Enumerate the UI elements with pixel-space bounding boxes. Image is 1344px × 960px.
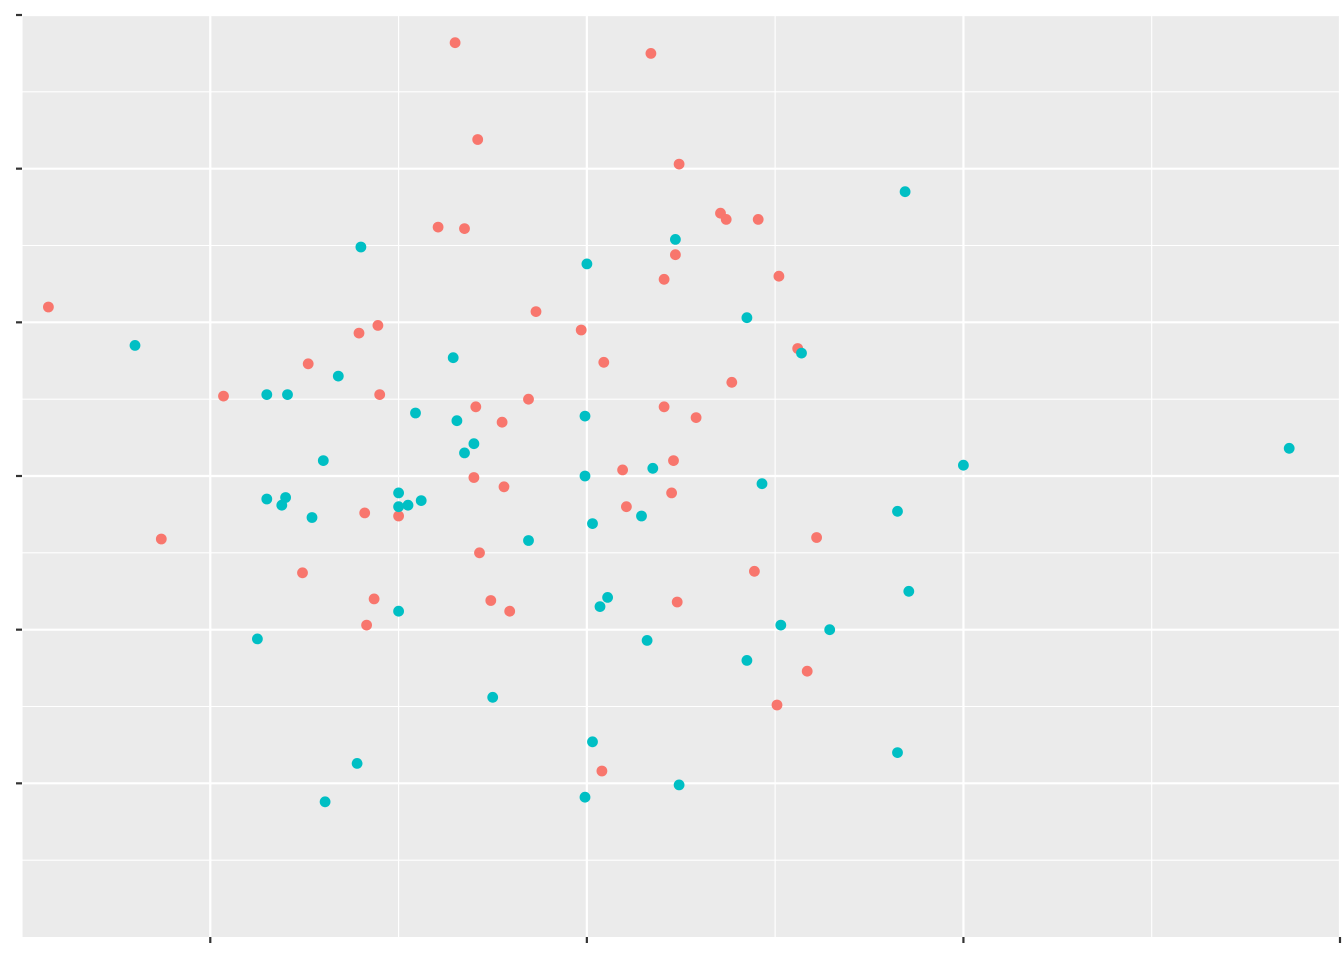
data-point-series-2 bbox=[579, 791, 591, 803]
data-point-series-1 bbox=[645, 48, 657, 59]
data-point-series-2 bbox=[756, 478, 768, 490]
data-points bbox=[43, 37, 1295, 808]
data-point-series-2 bbox=[393, 487, 404, 499]
data-point-series-2 bbox=[594, 601, 606, 612]
data-point-series-2 bbox=[468, 438, 480, 450]
data-point-series-2 bbox=[252, 633, 263, 645]
data-point-series-2 bbox=[393, 501, 404, 513]
data-point-series-1 bbox=[658, 401, 670, 413]
data-point-series-2 bbox=[587, 736, 598, 748]
data-point-series-2 bbox=[579, 470, 591, 482]
data-point-series-2 bbox=[824, 624, 836, 636]
data-point-series-1 bbox=[658, 273, 670, 285]
data-point-series-1 bbox=[485, 595, 497, 606]
data-point-series-2 bbox=[602, 592, 613, 603]
data-point-series-1 bbox=[218, 390, 229, 402]
data-point-series-2 bbox=[447, 352, 459, 364]
data-point-series-1 bbox=[749, 565, 760, 577]
data-point-series-1 bbox=[449, 37, 461, 49]
data-point-series-2 bbox=[587, 518, 598, 529]
data-point-series-1 bbox=[811, 532, 822, 543]
data-point-series-1 bbox=[617, 464, 628, 476]
data-point-series-1 bbox=[374, 389, 386, 400]
data-point-series-2 bbox=[796, 347, 807, 359]
data-point-series-1 bbox=[671, 596, 683, 608]
data-point-series-2 bbox=[282, 389, 293, 400]
data-point-series-1 bbox=[498, 481, 510, 493]
data-point-series-1 bbox=[393, 510, 404, 522]
data-point-series-1 bbox=[368, 593, 380, 605]
data-point-series-1 bbox=[459, 223, 470, 235]
data-point-series-2 bbox=[261, 389, 273, 400]
data-point-series-1 bbox=[297, 567, 308, 579]
data-point-series-2 bbox=[317, 455, 329, 466]
data-point-series-2 bbox=[1283, 442, 1295, 454]
data-point-series-1 bbox=[372, 320, 384, 331]
data-point-series-1 bbox=[752, 214, 764, 225]
data-point-series-1 bbox=[353, 327, 365, 339]
data-point-series-2 bbox=[670, 234, 681, 245]
data-point-series-1 bbox=[359, 507, 371, 519]
data-point-series-1 bbox=[496, 416, 508, 428]
data-point-series-1 bbox=[523, 393, 534, 405]
data-point-series-2 bbox=[351, 758, 363, 769]
data-point-series-1 bbox=[575, 324, 587, 336]
data-point-series-2 bbox=[451, 415, 463, 427]
data-point-series-2 bbox=[579, 410, 591, 422]
data-point-series-1 bbox=[771, 699, 783, 711]
data-point-series-2 bbox=[319, 796, 331, 808]
data-point-series-2 bbox=[581, 258, 593, 270]
data-point-series-1 bbox=[504, 605, 516, 617]
data-point-series-1 bbox=[302, 358, 314, 370]
data-point-series-2 bbox=[487, 691, 499, 703]
data-point-series-2 bbox=[355, 241, 367, 253]
data-point-series-2 bbox=[261, 493, 273, 505]
data-point-series-1 bbox=[726, 376, 738, 388]
data-point-series-1 bbox=[361, 619, 372, 631]
data-point-series-1 bbox=[596, 765, 608, 777]
data-point-series-2 bbox=[641, 635, 653, 646]
data-point-series-1 bbox=[666, 487, 677, 499]
data-point-series-2 bbox=[410, 407, 421, 419]
data-point-series-2 bbox=[523, 535, 534, 546]
data-point-series-2 bbox=[647, 462, 659, 474]
data-point-series-1 bbox=[668, 455, 679, 466]
data-point-series-1 bbox=[470, 401, 482, 413]
data-point-series-2 bbox=[741, 312, 753, 324]
data-point-series-1 bbox=[530, 306, 542, 317]
data-point-series-2 bbox=[673, 779, 685, 791]
data-point-series-1 bbox=[801, 665, 813, 677]
data-point-series-1 bbox=[43, 301, 54, 313]
data-point-series-1 bbox=[155, 533, 167, 545]
data-point-series-1 bbox=[720, 214, 732, 225]
data-point-series-2 bbox=[306, 512, 318, 523]
data-point-series-1 bbox=[690, 412, 702, 423]
data-point-series-2 bbox=[741, 655, 753, 666]
data-point-series-2 bbox=[459, 447, 470, 459]
data-point-series-2 bbox=[393, 605, 404, 617]
data-point-series-2 bbox=[958, 459, 969, 471]
data-point-series-1 bbox=[598, 356, 610, 368]
data-point-series-2 bbox=[332, 370, 344, 382]
axis-ticks bbox=[16, 13, 1342, 943]
data-point-series-2 bbox=[402, 499, 414, 511]
data-point-series-2 bbox=[899, 186, 911, 198]
data-point-series-1 bbox=[432, 221, 444, 233]
data-point-series-2 bbox=[892, 747, 903, 758]
data-point-series-1 bbox=[621, 501, 632, 513]
data-point-series-2 bbox=[892, 505, 903, 517]
data-point-series-1 bbox=[673, 158, 685, 170]
data-point-series-2 bbox=[276, 499, 288, 511]
data-point-series-1 bbox=[474, 547, 485, 559]
data-point-series-1 bbox=[773, 270, 785, 282]
data-point-series-1 bbox=[472, 134, 484, 145]
data-point-series-2 bbox=[775, 619, 787, 631]
data-point-series-2 bbox=[129, 340, 141, 351]
data-point-series-2 bbox=[903, 585, 915, 597]
data-point-series-2 bbox=[415, 495, 427, 506]
data-point-series-1 bbox=[468, 472, 480, 483]
data-point-series-2 bbox=[636, 510, 647, 522]
data-point-series-1 bbox=[670, 249, 681, 261]
